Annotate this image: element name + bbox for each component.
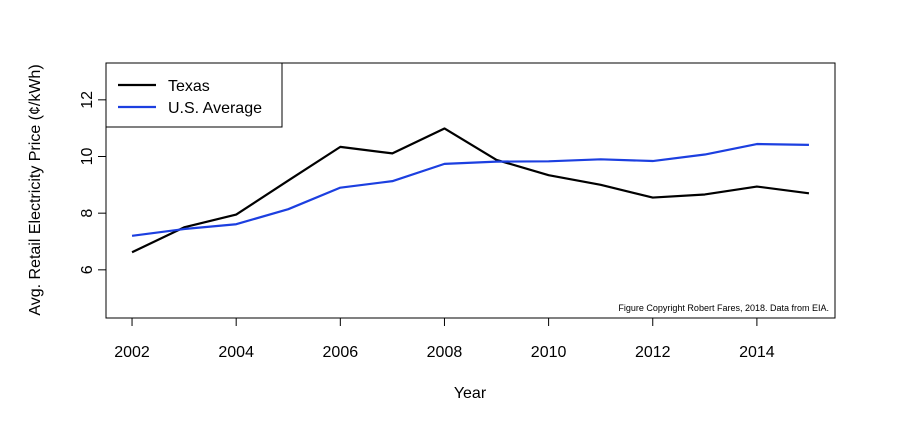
legend: Texas U.S. Average <box>105 62 283 128</box>
x-tick-label: 2014 <box>739 344 775 361</box>
x-tick-label: 2006 <box>323 344 359 361</box>
y-tick-label: 8 <box>79 209 96 218</box>
series-lines <box>131 127 810 254</box>
series-line-us-average <box>131 142 809 237</box>
x-axis: 2002 2004 2006 2008 2010 2012 2014 <box>114 318 775 361</box>
legend-label: U.S. Average <box>168 100 262 117</box>
copyright-annotation: Figure Copyright Robert Fares, 2018. Dat… <box>618 303 829 313</box>
x-axis-title: Year <box>454 385 487 402</box>
x-tick-label: 2010 <box>531 344 567 361</box>
legend-label: Texas <box>168 78 210 95</box>
legend-box <box>105 62 283 128</box>
x-tick-label: 2002 <box>114 344 150 361</box>
series-line-texas <box>131 127 810 254</box>
y-tick-label: 6 <box>79 265 96 274</box>
y-tick-label: 10 <box>79 148 96 166</box>
x-tick-label: 2004 <box>218 344 254 361</box>
plot-frame <box>105 62 836 319</box>
y-axis: 6 8 10 12 <box>79 91 106 274</box>
y-axis-title: Avg. Retail Electricity Price (¢/kWh) <box>27 64 44 315</box>
y-tick-label: 12 <box>79 91 96 109</box>
x-tick-label: 2008 <box>427 344 463 361</box>
x-tick-label: 2012 <box>635 344 671 361</box>
